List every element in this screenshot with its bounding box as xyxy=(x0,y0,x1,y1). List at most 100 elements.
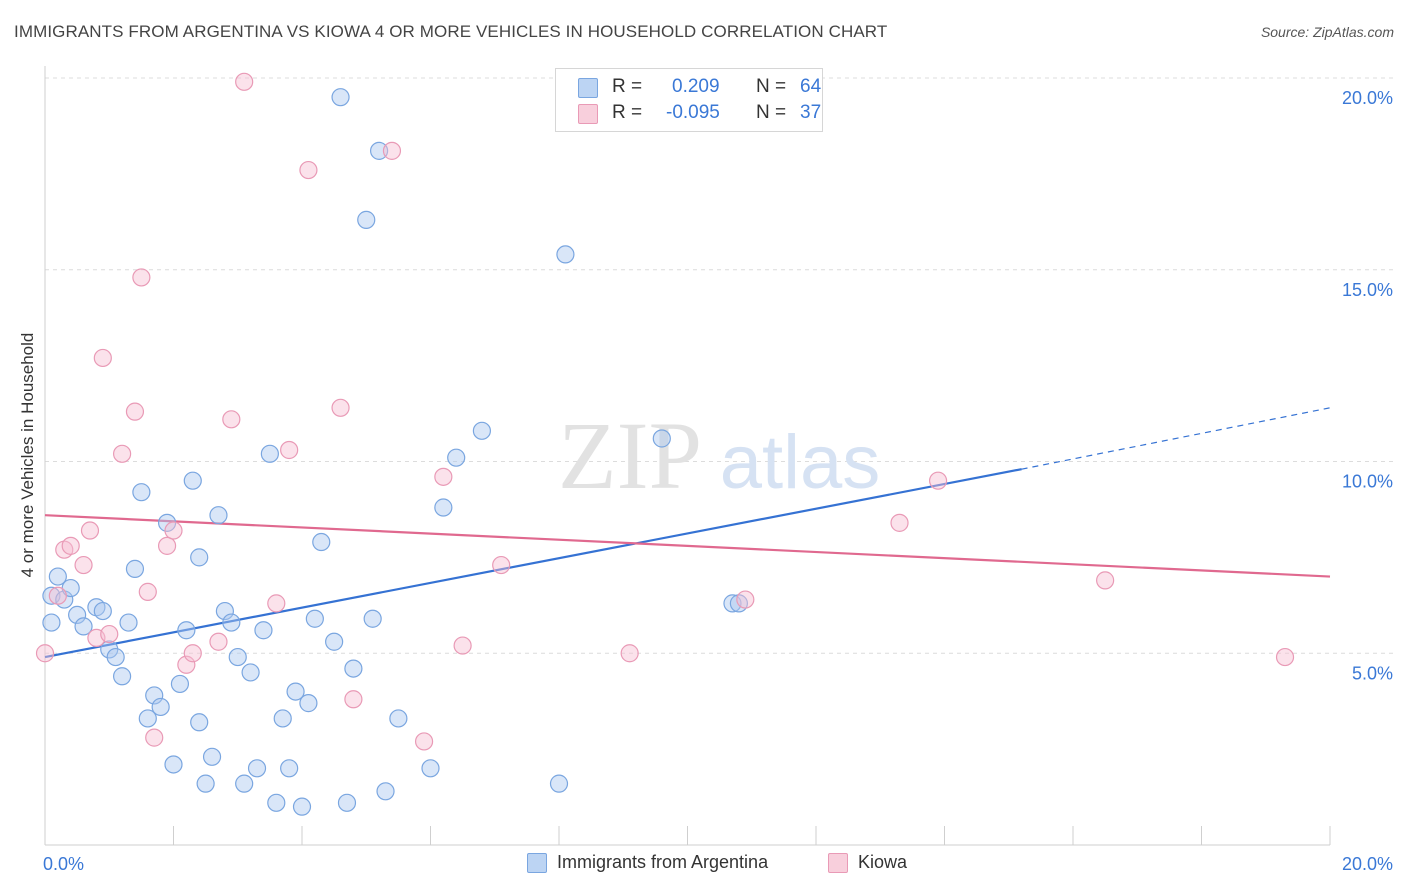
y-tick-label: 20.0% xyxy=(1342,88,1393,108)
point-argentina xyxy=(434,498,453,517)
stats-legend: R = 0.209 N = 64 R = -0.095 N = 37 xyxy=(555,68,823,132)
point-kiowa xyxy=(80,521,100,540)
point-kiowa xyxy=(890,513,909,532)
zipatlas-watermark: ZIP atlas xyxy=(558,402,880,509)
tick-labels: 5.0% 10.0% 15.0% 20.0% 0.0% 20.0% xyxy=(43,88,1393,874)
point-argentina xyxy=(305,609,324,628)
n-value: 64 xyxy=(800,76,822,97)
axes xyxy=(44,66,1331,846)
legend-swatch-pink xyxy=(828,853,848,873)
point-argentina xyxy=(331,88,350,107)
point-argentina xyxy=(190,548,209,567)
point-argentina xyxy=(273,709,292,728)
point-kiowa xyxy=(183,644,202,663)
point-argentina xyxy=(222,613,241,632)
n-label: N = xyxy=(756,102,787,123)
data-points xyxy=(35,72,1295,816)
point-kiowa xyxy=(434,467,453,486)
point-argentina xyxy=(247,759,267,778)
point-argentina xyxy=(549,774,569,793)
y-tick-label: 10.0% xyxy=(1342,472,1393,492)
trend-line-kiowa xyxy=(44,514,1331,578)
trend-line-argentina-extension xyxy=(1021,407,1331,470)
point-argentina xyxy=(132,483,151,502)
r-value: 0.209 xyxy=(672,76,720,97)
point-argentina xyxy=(145,686,164,705)
legend-label: Kiowa xyxy=(858,852,908,872)
r-value: -0.095 xyxy=(666,102,720,123)
point-kiowa xyxy=(48,586,67,605)
chart-source: Source: ZipAtlas.com xyxy=(1260,24,1394,40)
point-argentina xyxy=(235,774,254,793)
point-kiowa xyxy=(299,160,318,180)
point-kiowa xyxy=(492,555,511,575)
point-argentina xyxy=(241,663,260,682)
point-argentina xyxy=(151,697,170,717)
point-kiowa xyxy=(1096,571,1115,590)
point-argentina xyxy=(138,709,157,728)
point-argentina xyxy=(312,532,331,552)
n-value: 37 xyxy=(800,102,822,123)
trend-line-argentina xyxy=(44,468,1022,659)
point-argentina xyxy=(556,245,575,264)
point-kiowa xyxy=(93,348,112,368)
point-kiowa xyxy=(331,398,350,417)
point-argentina xyxy=(209,506,228,525)
point-argentina xyxy=(280,759,299,778)
point-argentina xyxy=(254,621,273,640)
legend-swatch-pink xyxy=(578,104,598,124)
point-argentina xyxy=(292,797,312,816)
point-kiowa xyxy=(382,141,402,160)
point-argentina xyxy=(164,755,183,774)
point-kiowa xyxy=(235,72,254,91)
point-kiowa xyxy=(620,644,639,663)
chart-title: IMMIGRANTS FROM ARGENTINA VS KIOWA 4 OR … xyxy=(14,22,888,41)
point-kiowa xyxy=(157,536,177,555)
r-label: R = xyxy=(612,102,643,123)
x-tick-label: 0.0% xyxy=(43,854,84,874)
point-argentina xyxy=(344,659,363,678)
point-argentina xyxy=(357,210,376,229)
point-argentina xyxy=(48,567,67,586)
point-kiowa xyxy=(132,268,151,287)
legend-swatch-blue xyxy=(527,853,547,873)
point-argentina xyxy=(325,632,344,651)
point-argentina xyxy=(42,613,61,632)
point-kiowa xyxy=(280,440,299,460)
point-kiowa xyxy=(100,624,119,644)
point-argentina xyxy=(202,747,222,766)
point-kiowa xyxy=(145,728,164,747)
point-argentina xyxy=(286,682,305,701)
point-kiowa xyxy=(209,632,228,651)
point-argentina xyxy=(119,613,138,632)
point-argentina xyxy=(370,141,389,160)
point-kiowa xyxy=(414,732,434,751)
point-argentina xyxy=(183,471,202,490)
trend-lines xyxy=(44,407,1331,659)
point-argentina xyxy=(447,448,466,467)
point-argentina xyxy=(228,647,247,667)
watermark-atlas: atlas xyxy=(720,420,881,505)
point-argentina xyxy=(106,647,125,667)
point-kiowa xyxy=(177,655,196,674)
point-argentina xyxy=(177,621,196,640)
point-argentina xyxy=(299,694,318,713)
point-kiowa xyxy=(267,594,286,613)
y-tick-label: 5.0% xyxy=(1352,663,1393,683)
point-argentina xyxy=(363,609,382,628)
point-kiowa xyxy=(928,471,948,490)
point-argentina xyxy=(112,667,132,686)
point-kiowa xyxy=(125,402,145,421)
legend-swatch-blue xyxy=(578,78,598,98)
point-argentina xyxy=(68,605,87,625)
point-kiowa xyxy=(344,690,363,709)
point-kiowa xyxy=(112,444,132,463)
point-kiowa xyxy=(453,636,472,655)
legend-label: Immigrants from Argentina xyxy=(557,852,769,872)
point-argentina xyxy=(652,429,671,448)
point-kiowa xyxy=(35,644,55,663)
point-argentina xyxy=(260,444,279,463)
point-argentina xyxy=(74,617,93,636)
point-argentina xyxy=(267,793,286,812)
